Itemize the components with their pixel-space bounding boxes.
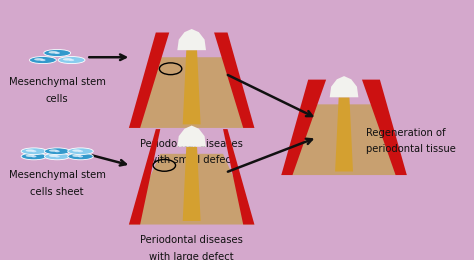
- Ellipse shape: [78, 150, 83, 152]
- Polygon shape: [129, 154, 255, 225]
- Ellipse shape: [26, 150, 35, 152]
- Polygon shape: [330, 76, 358, 97]
- Text: Periodontal diseases: Periodontal diseases: [140, 139, 243, 148]
- Ellipse shape: [45, 148, 70, 155]
- Ellipse shape: [48, 51, 58, 54]
- Text: Mesenchymal stem: Mesenchymal stem: [9, 170, 106, 180]
- Ellipse shape: [26, 155, 35, 157]
- Ellipse shape: [21, 153, 46, 160]
- Ellipse shape: [69, 59, 74, 61]
- Polygon shape: [182, 147, 201, 221]
- Polygon shape: [335, 97, 353, 172]
- Ellipse shape: [72, 150, 81, 152]
- Ellipse shape: [55, 52, 60, 54]
- Ellipse shape: [34, 58, 44, 61]
- Polygon shape: [177, 29, 206, 50]
- Ellipse shape: [49, 150, 58, 152]
- Polygon shape: [129, 129, 160, 225]
- Ellipse shape: [45, 153, 70, 160]
- Polygon shape: [281, 80, 326, 175]
- Text: cells: cells: [46, 94, 69, 104]
- Ellipse shape: [55, 150, 60, 152]
- Ellipse shape: [55, 155, 60, 158]
- Polygon shape: [362, 80, 407, 175]
- Polygon shape: [177, 126, 206, 147]
- Ellipse shape: [68, 148, 93, 155]
- Ellipse shape: [44, 49, 71, 56]
- Ellipse shape: [31, 155, 36, 158]
- Ellipse shape: [63, 58, 72, 61]
- Ellipse shape: [78, 155, 83, 158]
- Ellipse shape: [29, 56, 56, 64]
- Text: with small defect: with small defect: [149, 155, 235, 165]
- Text: Regeneration of: Regeneration of: [366, 128, 446, 138]
- Ellipse shape: [40, 59, 46, 61]
- Ellipse shape: [21, 148, 46, 155]
- Polygon shape: [129, 32, 169, 128]
- Ellipse shape: [68, 153, 93, 160]
- Text: with large defect: with large defect: [149, 252, 234, 260]
- Text: Periodontal diseases: Periodontal diseases: [140, 235, 243, 245]
- Polygon shape: [129, 57, 255, 128]
- Text: periodontal tissue: periodontal tissue: [366, 144, 456, 154]
- Polygon shape: [182, 50, 201, 124]
- Ellipse shape: [72, 155, 81, 157]
- Polygon shape: [223, 129, 255, 225]
- Polygon shape: [214, 32, 255, 128]
- Ellipse shape: [31, 150, 36, 152]
- Text: Mesenchymal stem: Mesenchymal stem: [9, 77, 106, 87]
- Ellipse shape: [49, 155, 58, 157]
- Polygon shape: [281, 104, 407, 175]
- Text: cells sheet: cells sheet: [30, 187, 84, 197]
- Ellipse shape: [58, 56, 85, 64]
